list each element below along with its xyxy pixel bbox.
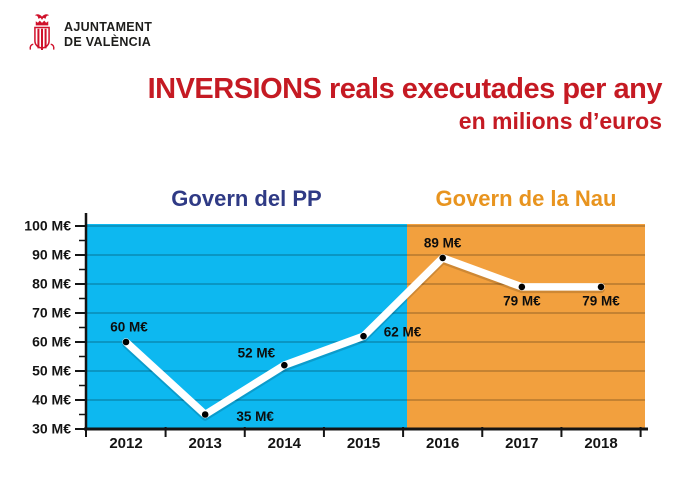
x-axis-label: 2017	[505, 435, 538, 452]
logo-text-line2: DE VALÈNCIA	[64, 35, 152, 49]
data-point-label: 60 M€	[110, 320, 148, 335]
title-line2: en milions d’euros	[458, 107, 662, 134]
y-axis-label: 50 M€	[32, 363, 71, 379]
data-point	[439, 254, 446, 262]
title-line1: INVERSIONS reals executades per any	[147, 73, 663, 105]
y-axis-label: 100 M€	[24, 218, 71, 234]
region-label-govern-de-la-nau: Govern de la Nau	[435, 186, 617, 211]
data-point	[122, 338, 130, 346]
region-band-pp	[86, 224, 407, 429]
page-title: INVERSIONS reals executades per any en m…	[147, 73, 663, 134]
valencia-coat-of-arms-icon	[29, 14, 55, 50]
data-point-label: 79 M€	[503, 293, 541, 308]
data-point-label: 62 M€	[384, 325, 422, 340]
data-point	[597, 283, 605, 291]
region-label-govern-del-pp: Govern del PP	[171, 186, 322, 211]
y-axis-label: 70 M€	[32, 305, 71, 321]
data-point	[360, 332, 367, 340]
x-axis-label: 2013	[188, 435, 221, 452]
x-axis-label: 2012	[109, 435, 142, 452]
data-point-label: 52 M€	[238, 346, 276, 361]
x-axis-label: 2015	[347, 435, 380, 452]
data-point-label: 35 M€	[236, 409, 274, 424]
data-point	[281, 361, 288, 369]
y-axis-label: 80 M€	[32, 276, 71, 292]
data-point-label: 89 M€	[424, 235, 462, 250]
y-axis-label: 60 M€	[32, 334, 71, 350]
y-axis-label: 90 M€	[32, 247, 71, 263]
header: AJUNTAMENT DE VALÈNCIA	[27, 12, 152, 58]
logo-text: AJUNTAMENT DE VALÈNCIA	[64, 20, 152, 50]
y-axis-label: 40 M€	[32, 392, 71, 408]
x-axis-label: 2016	[426, 435, 459, 452]
x-axis-label: 2018	[584, 435, 617, 452]
data-point	[518, 283, 526, 291]
y-axis-label: 30 M€	[32, 421, 71, 437]
logo-text-line1: AJUNTAMENT	[64, 20, 153, 35]
x-axis-label: 2014	[268, 435, 302, 452]
data-point-label: 79 M€	[582, 293, 620, 308]
data-point	[201, 411, 209, 418]
